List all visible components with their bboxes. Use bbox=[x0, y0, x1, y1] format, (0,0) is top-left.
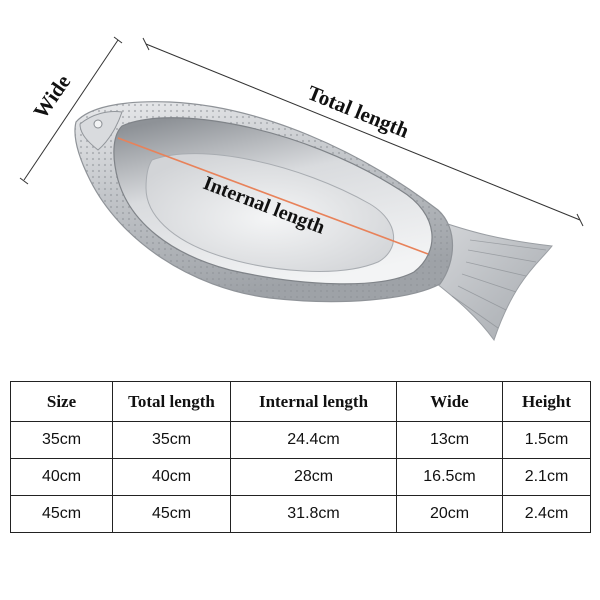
table-row: 45cm 45cm 31.8cm 20cm 2.4cm bbox=[10, 495, 591, 533]
fish-tray bbox=[74, 101, 454, 303]
header-total-length: Total length bbox=[112, 381, 231, 422]
table-row: 35cm 35cm 24.4cm 13cm 1.5cm bbox=[10, 421, 591, 459]
product-diagram: Wide Total length Internal length bbox=[19, 36, 584, 342]
wide-label: Wide bbox=[28, 70, 75, 123]
cell-height: 2.4cm bbox=[502, 495, 591, 533]
table-row: 40cm 40cm 28cm 16.5cm 2.1cm bbox=[10, 458, 591, 496]
cell-total-length: 35cm bbox=[112, 421, 231, 459]
cell-internal-length: 31.8cm bbox=[230, 495, 397, 533]
header-size: Size bbox=[10, 381, 113, 422]
cell-internal-length: 28cm bbox=[230, 458, 397, 496]
cell-size: 35cm bbox=[10, 421, 113, 459]
cell-height: 1.5cm bbox=[502, 421, 591, 459]
header-height: Height bbox=[502, 381, 591, 422]
cell-size: 45cm bbox=[10, 495, 113, 533]
header-internal-length: Internal length bbox=[230, 381, 397, 422]
cell-total-length: 45cm bbox=[112, 495, 231, 533]
cell-internal-length: 24.4cm bbox=[230, 421, 397, 459]
cell-wide: 20cm bbox=[396, 495, 503, 533]
cell-total-length: 40cm bbox=[112, 458, 231, 496]
total-length-label: Total length bbox=[304, 80, 413, 143]
cell-wide: 16.5cm bbox=[396, 458, 503, 496]
size-spec-table: Size Total length Internal length Wide H… bbox=[10, 381, 591, 533]
cell-size: 40cm bbox=[10, 458, 113, 496]
header-wide: Wide bbox=[396, 381, 503, 422]
cell-height: 2.1cm bbox=[502, 458, 591, 496]
cell-wide: 13cm bbox=[396, 421, 503, 459]
table-header-row: Size Total length Internal length Wide H… bbox=[10, 381, 591, 422]
tray-tail bbox=[429, 217, 553, 342]
